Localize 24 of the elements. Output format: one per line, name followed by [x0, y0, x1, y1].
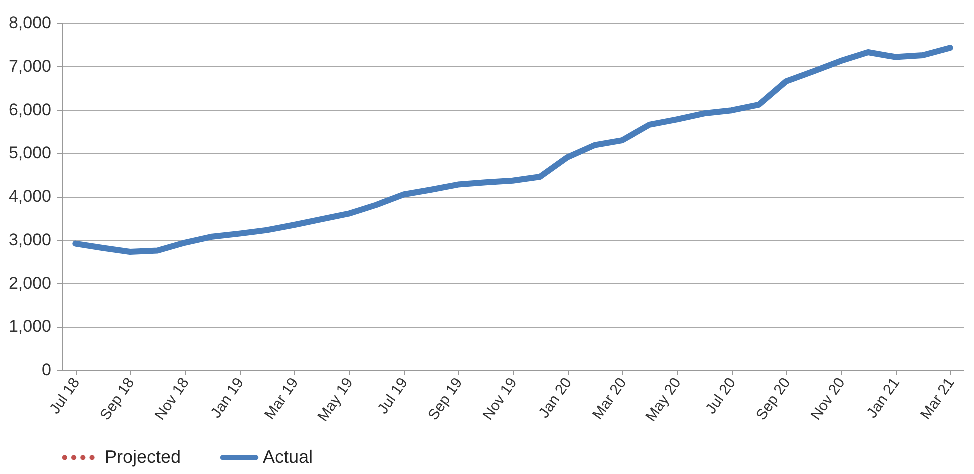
x-tick-label: Jan 21: [864, 374, 904, 422]
y-tick-label: 4,000: [8, 187, 52, 206]
x-tick-label: Nov 20: [808, 374, 849, 424]
x-tick-label: Jan 20: [536, 374, 576, 422]
y-tick-label: 2,000: [8, 274, 52, 293]
y-tick-label: 6,000: [8, 100, 52, 120]
x-tick-label: Jul 20: [702, 374, 740, 418]
x-tick-label: Sep 18: [97, 374, 138, 424]
x-tick-label: Jan 19: [208, 374, 248, 422]
y-tick-label: 5,000: [8, 144, 52, 163]
y-tick-label: 3,000: [8, 230, 52, 250]
y-tick-label: 7,000: [8, 56, 52, 76]
x-tick-label: Jul 19: [374, 374, 412, 418]
x-tick-label: Mar 20: [590, 374, 630, 423]
x-tick-label: Sep 19: [425, 374, 466, 424]
legend-label: Projected: [105, 446, 182, 467]
y-tick-label: 8,000: [8, 14, 52, 32]
x-tick-label: Mar 21: [918, 374, 958, 423]
x-tick-label: Nov 18: [152, 374, 193, 424]
x-tick-label: Nov 19: [480, 374, 521, 424]
y-tick-label: 1,000: [8, 317, 52, 336]
x-tick-label: Sep 20: [753, 374, 794, 424]
x-tick-label: Mar 19: [262, 374, 302, 423]
legend-label: Actual: [263, 446, 314, 467]
